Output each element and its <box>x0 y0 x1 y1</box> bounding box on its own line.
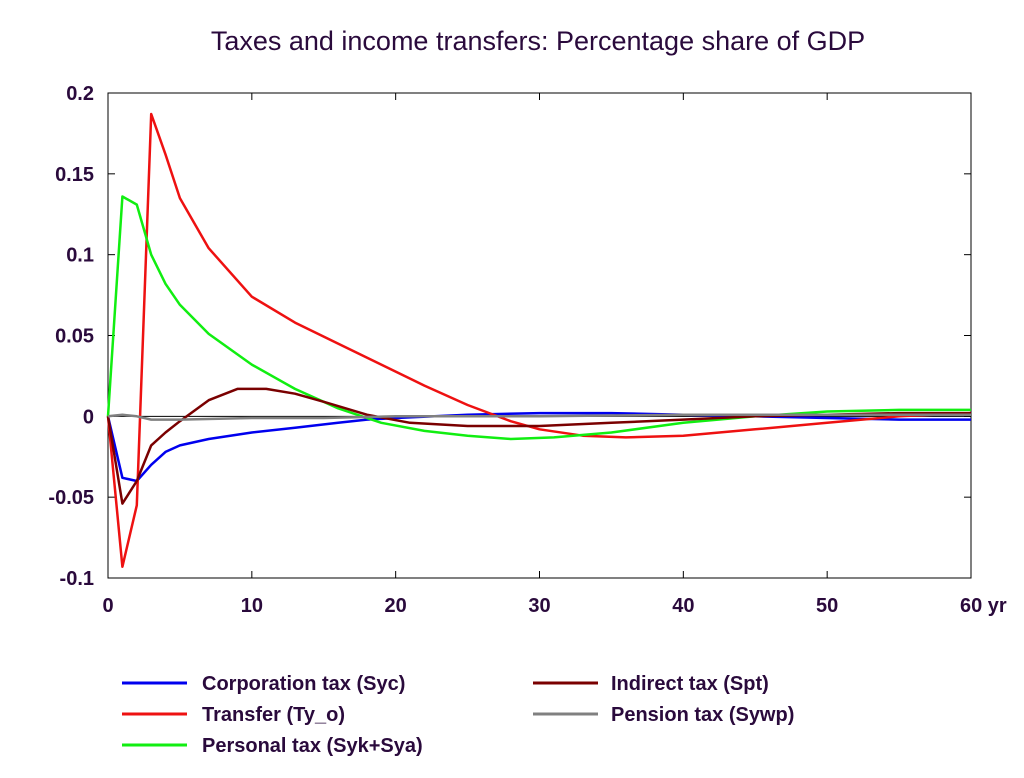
legend-label-personal-tax-syk-sya: Personal tax (Syk+Sya) <box>202 735 423 757</box>
series-lines <box>106 112 972 568</box>
legend-label-pension-tax-sywp: Pension tax (Sywp) <box>611 704 794 726</box>
x-tick-label: 0 <box>102 595 113 617</box>
y-tick-label: 0 <box>83 406 94 428</box>
y-tick-label: 0.05 <box>55 326 94 348</box>
legend-label-corporation-tax-syc: Corporation tax (Syc) <box>202 673 405 695</box>
series-line-pension-tax-sywp <box>107 413 971 421</box>
x-tick-label: 50 <box>816 595 838 617</box>
series-line-transfer-ty-o <box>106 112 972 568</box>
series-line-corporation-tax-syc <box>106 411 971 483</box>
x-tick-label: 10 <box>241 595 263 617</box>
x-tick-label: 20 <box>385 595 407 617</box>
tick-marks <box>107 92 972 579</box>
plot-area <box>107 92 972 579</box>
x-tick-label: 60 yr <box>960 595 1007 617</box>
series-line-indirect-tax-spt <box>106 387 971 505</box>
y-tick-label: 0.15 <box>55 164 94 186</box>
x-tick-label: 30 <box>528 595 550 617</box>
legend: Corporation tax (Syc) Transfer (Ty_o) Pers… <box>122 673 794 757</box>
legend-label-indirect-tax-spt: Indirect tax (Spt) <box>611 673 769 695</box>
y-tick-label: 0.2 <box>66 83 94 105</box>
x-tick-label: 40 <box>672 595 694 617</box>
y-tick-label: 0.1 <box>66 245 94 267</box>
series-line-personal-tax-syk-sya <box>106 195 971 441</box>
chart-title: Taxes and income transfers: Percentage s… <box>211 26 865 56</box>
y-tick-label: -0.1 <box>60 568 94 590</box>
legend-label-transfer-ty-o: Transfer (Ty_o) <box>202 704 345 726</box>
y-tick-label: -0.05 <box>48 487 94 509</box>
x-axis-tick-labels: 0 10 20 30 40 50 60 yr <box>102 595 1006 617</box>
y-axis-tick-labels: -0.1 -0.05 0 0.05 0.1 0.15 0.2 <box>48 83 94 590</box>
